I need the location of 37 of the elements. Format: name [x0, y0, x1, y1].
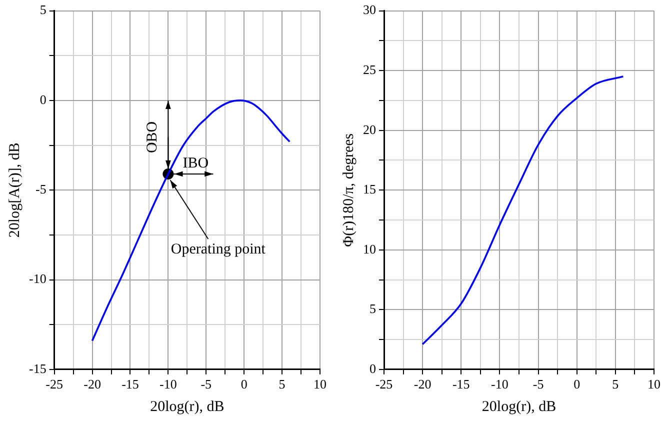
- x-tick-label: 0: [574, 376, 580, 392]
- y-tick-label: 10: [363, 241, 376, 256]
- y-tick-label: 30: [363, 2, 376, 18]
- y-tick-label: 0: [40, 92, 46, 107]
- y-axis-title: 20log[A(r)], dB: [6, 142, 23, 238]
- x-tick-label: 5: [612, 376, 619, 392]
- x-tick-label: -5: [200, 376, 212, 392]
- annotation: Operating point: [170, 241, 266, 258]
- y-tick-label: 0: [370, 360, 376, 376]
- x-tick-label: -20: [84, 376, 101, 392]
- x-tick-label: -15: [122, 376, 139, 392]
- x-tick-label: -15: [452, 376, 470, 392]
- x-tick-label: -25: [46, 376, 63, 392]
- x-axis-title: 20log(r), dB: [150, 398, 224, 415]
- x-tick-label: 0: [240, 376, 248, 392]
- y-tick-label: -5: [35, 182, 46, 197]
- y-tick-label: 5: [40, 2, 46, 18]
- x-tick-label: -10: [160, 376, 177, 392]
- annotation: OBO: [144, 121, 161, 154]
- y-tick-label: 25: [363, 62, 376, 77]
- y-tick-label: -10: [28, 271, 46, 286]
- y-tick-label: 20: [363, 122, 376, 137]
- y-axis-title: Φ(r)180/π, degrees: [340, 133, 357, 247]
- x-axis-title: 20log(r), dB: [482, 398, 556, 415]
- y-tick-label: 15: [363, 182, 376, 197]
- x-tick-label: 10: [314, 376, 326, 392]
- x-tick-label: -25: [375, 376, 393, 392]
- x-tick-label: 10: [648, 376, 660, 392]
- line-series: [91, 100, 291, 342]
- annotation: IBO: [182, 155, 209, 172]
- y-tick-label: 5: [370, 301, 376, 316]
- y-tick-label: -15: [28, 360, 46, 376]
- x-tick-label: -5: [532, 376, 544, 392]
- x-tick-label: -20: [414, 376, 432, 392]
- line-series: [422, 76, 624, 346]
- x-tick-label: 5: [278, 376, 286, 392]
- x-tick-label: -10: [491, 376, 508, 392]
